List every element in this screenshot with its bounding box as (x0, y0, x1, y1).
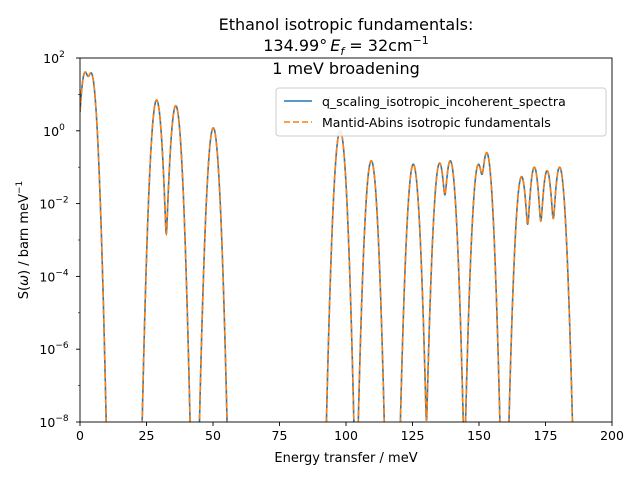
x-tick-label: 0 (76, 428, 84, 443)
series-line-abins (80, 71, 574, 422)
y-tick-label: 10−6 (39, 341, 68, 357)
y-axis: 10−8 10−6 10−4 10−2 100 102 (39, 50, 80, 430)
legend-label-abins: Mantid-Abins isotropic fundamentals (322, 115, 551, 130)
y-tick-label: 10−8 (39, 414, 68, 430)
x-tick-label: 175 (534, 428, 558, 443)
x-tick-label: 25 (139, 428, 155, 443)
legend-box (275, 87, 607, 137)
x-tick-label: 100 (334, 428, 358, 443)
chart-title-line-3: 1 meV broadening (272, 59, 420, 78)
x-tick-label: 125 (401, 428, 425, 443)
y-tick-label: 100 (43, 123, 65, 139)
x-axis-label: Energy transfer / meV (274, 451, 417, 466)
chart-title-line-2: 134.99° Ef = 32cm−1 (263, 34, 429, 58)
chart-title-line-1: Ethanol isotropic fundamentals: (219, 15, 474, 34)
x-tick-label: 75 (272, 428, 288, 443)
y-tick-label: 102 (43, 50, 65, 66)
legend: q_scaling_isotropic_incoherent_spectra M… (275, 87, 607, 137)
x-tick-label: 50 (205, 428, 221, 443)
x-tick-label: 200 (600, 428, 624, 443)
y-axis-label: S(ω) / barn meV−1 (15, 181, 32, 299)
x-axis: 0 25 50 75 100 125 150 175 200 (76, 422, 624, 443)
x-tick-label: 150 (467, 428, 491, 443)
y-tick-label: 10−2 (39, 196, 68, 212)
y-tick-label: 10−4 (39, 268, 68, 284)
legend-label-q-scaling: q_scaling_isotropic_incoherent_spectra (322, 94, 566, 109)
